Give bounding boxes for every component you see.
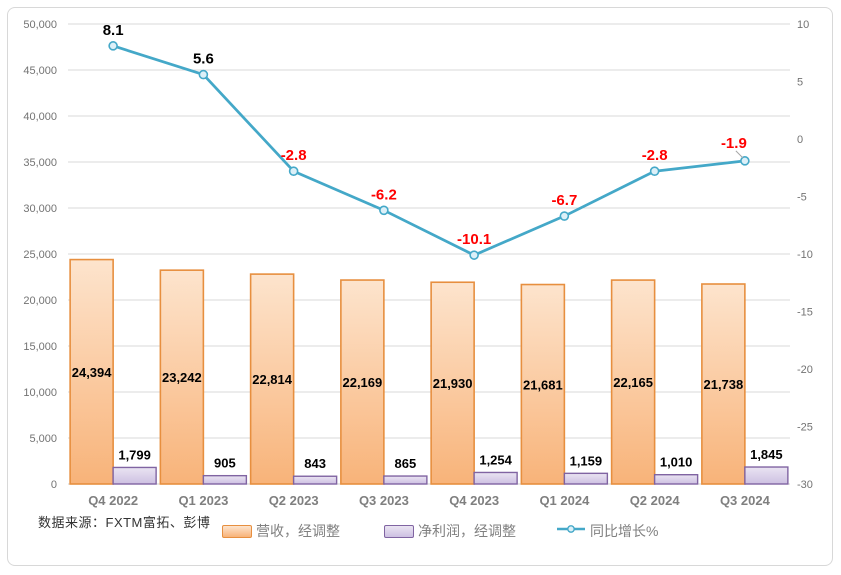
profit-bar	[653, 474, 699, 485]
revenue-bar	[520, 283, 566, 485]
right-axis-tick: -10	[797, 249, 813, 261]
revenue-bar-label: 21,681	[523, 377, 563, 392]
growth-point-label: -2.8	[642, 147, 668, 164]
category-label: Q4 2023	[449, 493, 499, 508]
left-axis-tick: 25,000	[23, 249, 57, 261]
profit-bar	[383, 475, 428, 485]
profit-bar	[473, 471, 518, 485]
growth-labels: 8.1 5.6 -2.8 -6.2 -10.1 -6.7 -2.8 -1.9	[103, 22, 747, 248]
revenue-bar	[249, 273, 295, 485]
profit-bar-label: 865	[395, 456, 417, 471]
profit-bar-label: 905	[214, 456, 236, 471]
growth-marker	[198, 69, 209, 80]
growth-line	[112, 44, 746, 257]
growth-marker	[649, 166, 660, 176]
left-axis-tick: 0	[51, 479, 57, 491]
left-axis-tick: 35,000	[23, 157, 57, 169]
growth-marker	[379, 205, 389, 216]
revenue-bar	[701, 283, 746, 485]
profit-bar-label: 1,845	[750, 447, 783, 462]
revenue-bar	[69, 258, 114, 485]
right-axis-tick: 5	[797, 77, 803, 89]
growth-point-label: 5.6	[193, 51, 214, 68]
growth-marker	[108, 41, 118, 51]
growth-point-label: -6.2	[371, 186, 397, 203]
profit-bar	[202, 474, 248, 485]
left-axis-tick: 40,000	[23, 111, 57, 123]
left-axis-labels: 50,000 45,000 40,000 35,000 30,000 25,000 20,0…	[23, 19, 57, 491]
revenue-bar	[340, 279, 385, 485]
growth-marker	[559, 211, 570, 221]
label-leader-line	[735, 150, 744, 159]
left-axis-tick: 50,000	[23, 19, 57, 31]
revenue-bar-label: 22,169	[342, 375, 382, 390]
category-label: Q2 2023	[269, 493, 319, 508]
profit-bar-label: 1,159	[570, 453, 603, 468]
revenue-bar-label: 23,242	[162, 370, 202, 385]
revenue-bar-label: 22,165	[613, 375, 653, 390]
revenue-bar-label: 21,738	[703, 377, 743, 392]
growth-markers	[108, 41, 750, 260]
profit-bar	[112, 466, 157, 485]
category-labels: Q4 2022 Q1 2023 Q2 2023 Q3 2023 Q4 2023 Q1 20…	[88, 493, 770, 508]
revenue-bar-label: 24,394	[72, 365, 113, 380]
right-axis-tick: -30	[797, 479, 813, 491]
category-label: Q3 2024	[720, 493, 771, 508]
growth-point-label: -6.7	[551, 192, 577, 209]
right-axis-tick: 10	[797, 19, 809, 31]
source-note: 数据来源：FXTM富拓、彭博	[38, 515, 211, 530]
growth-marker	[288, 166, 299, 176]
right-axis-tick: -15	[797, 307, 813, 319]
profit-bar-label: 1,799	[118, 447, 151, 462]
profit-bar	[744, 466, 789, 485]
revenue-bar	[430, 281, 475, 485]
category-label: Q1 2023	[178, 493, 228, 508]
profit-bar	[563, 472, 609, 485]
category-label: Q1 2024	[539, 493, 590, 508]
revenue-bar	[159, 269, 205, 485]
right-axis-tick: -20	[797, 364, 813, 376]
growth-point-label: -2.8	[281, 147, 307, 164]
category-label: Q3 2023	[359, 493, 409, 508]
growth-point-label: -10.1	[457, 231, 491, 248]
revenue-bar	[610, 279, 656, 485]
profit-bar-label: 1,010	[660, 455, 693, 470]
revenue-bar-label: 22,814	[252, 372, 293, 387]
left-axis-tick: 30,000	[23, 203, 57, 215]
bars	[69, 258, 789, 485]
profit-bar-label: 1,254	[479, 452, 512, 467]
growth-point-label: 8.1	[103, 22, 124, 39]
category-label: Q2 2024	[630, 493, 681, 508]
profit-bar	[292, 475, 338, 485]
right-axis-labels: 10 5 0 -5 -10 -15 -20 -25 -30	[797, 19, 813, 491]
revenue-bar-label: 21,930	[433, 376, 473, 391]
left-axis-tick: 10,000	[23, 387, 57, 399]
left-axis-tick: 15,000	[23, 341, 57, 353]
growth-marker	[469, 250, 479, 260]
growth-marker	[740, 156, 750, 166]
left-axis-tick: 45,000	[23, 65, 57, 77]
right-axis-tick: 0	[797, 134, 803, 146]
growth-point-label: -1.9	[721, 135, 747, 152]
left-axis-tick: 20,000	[23, 295, 57, 307]
category-label: Q4 2022	[88, 493, 138, 508]
bar-labels: 24,394 1,799 23,242 905 22,814 843 22,169 865 21…	[72, 365, 783, 471]
right-axis-tick: -25	[797, 422, 813, 434]
left-axis-tick: 5,000	[29, 433, 57, 445]
right-axis-tick: -5	[797, 192, 807, 204]
profit-bar-label: 843	[304, 456, 326, 471]
